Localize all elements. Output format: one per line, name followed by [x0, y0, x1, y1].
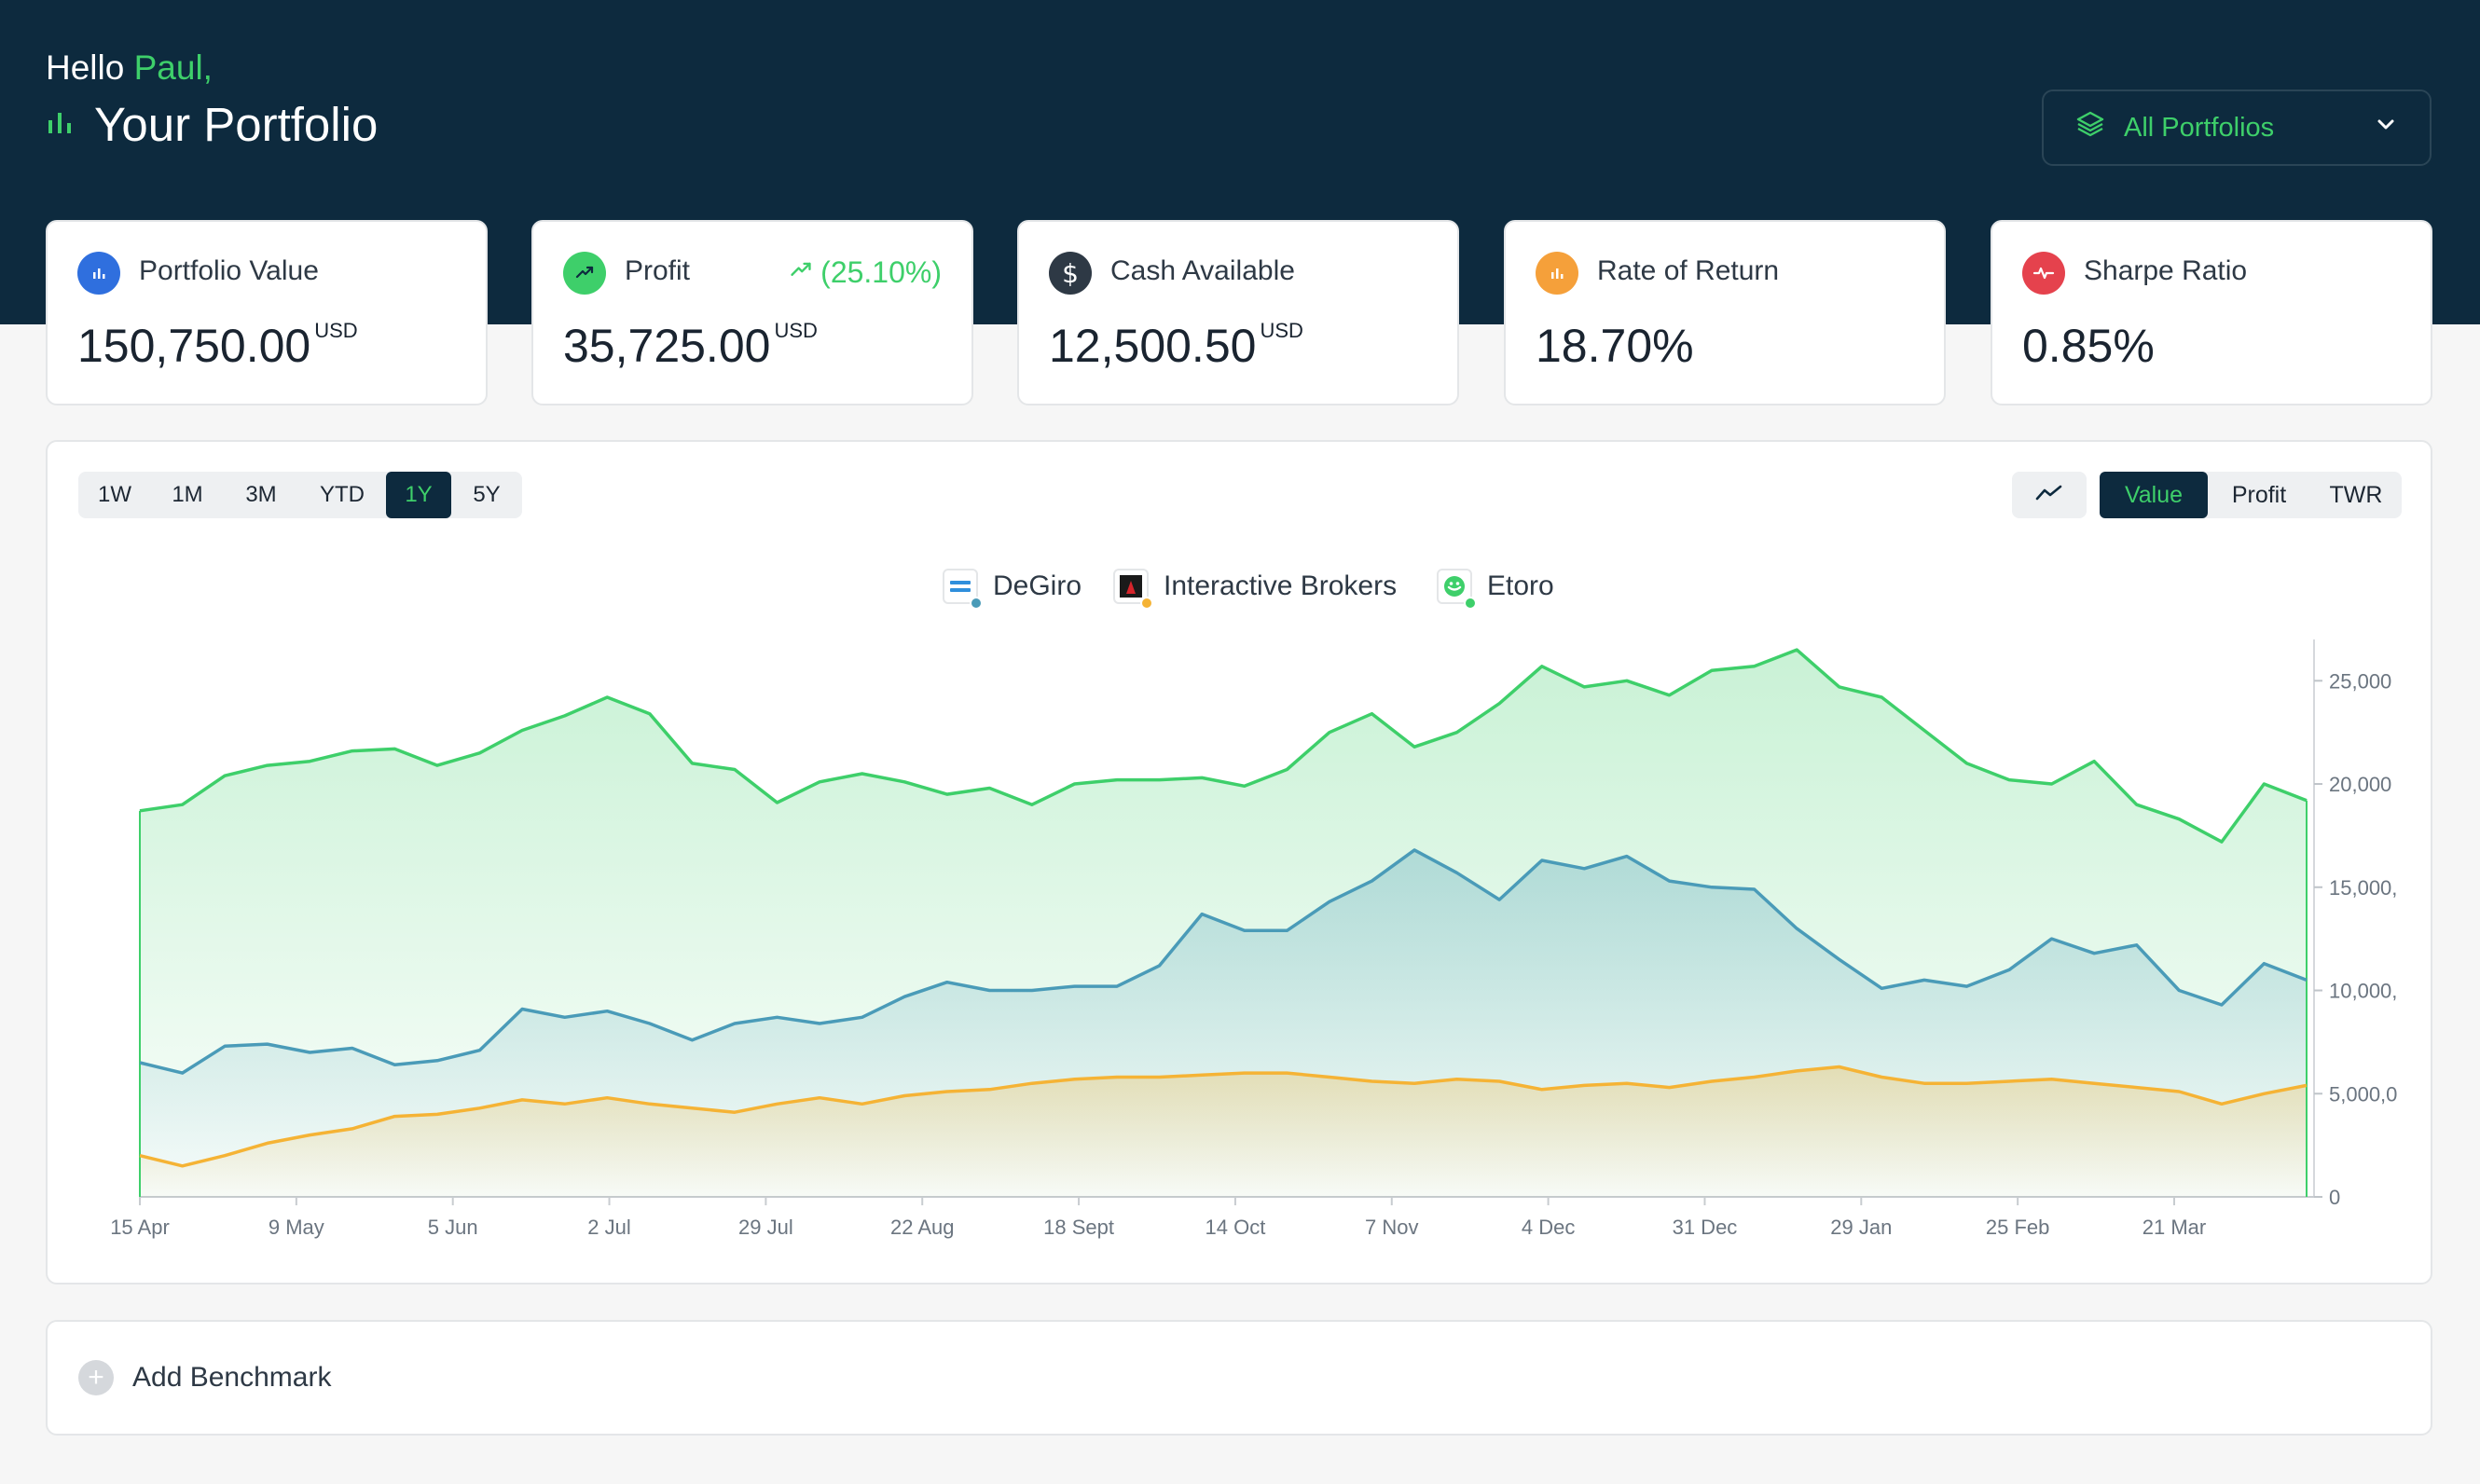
portfolio-chart-icon: [46, 108, 74, 141]
trend-up-icon: [563, 252, 606, 295]
y-tick-label: 20,000: [2329, 773, 2391, 796]
interactive-brokers-logo-icon: [1113, 569, 1153, 610]
portfolio-value-card: Portfolio Value 150,750.00 USD: [46, 220, 488, 405]
legend-label: Interactive Brokers: [1164, 570, 1398, 601]
chart-type-button[interactable]: [2012, 472, 2087, 518]
bar-chart-icon: [1536, 252, 1578, 295]
card-label: Rate of Return: [1597, 255, 1780, 286]
tab-twr[interactable]: TWR: [2329, 481, 2383, 508]
stat-cards: Portfolio Value 150,750.00 USD Profit (25…: [46, 220, 2432, 405]
legend-item-etoro[interactable]: Etoro: [1437, 563, 1554, 610]
card-unit: USD: [314, 319, 358, 342]
trend-up-small-icon: [789, 255, 813, 290]
page-title-row: Your Portfolio: [46, 97, 378, 152]
tab-1y[interactable]: 1Y: [386, 472, 451, 518]
legend-dot: [970, 597, 983, 610]
chart-panel: 1W 1M 3M YTD 1Y 5Y Value Profit TWR DeGi…: [46, 440, 2432, 1285]
sharpe-ratio-card: Sharpe Ratio 0.85%: [1991, 220, 2432, 405]
layers-icon: [2075, 109, 2105, 146]
tab-1m[interactable]: 1M: [172, 482, 203, 507]
tab-5y[interactable]: 5Y: [473, 482, 501, 507]
card-label: Cash Available: [1110, 255, 1295, 286]
card-value: 12,500.50 USD: [1049, 319, 1303, 373]
series-line-degiro[interactable]: [139, 848, 2308, 1075]
y-tick-label: 15,000,: [2329, 876, 2397, 900]
y-tick-label: 10,000,: [2329, 980, 2397, 1003]
card-value-number: 150,750.00: [77, 320, 311, 372]
tab-1w[interactable]: 1W: [98, 482, 131, 507]
cash-available-card: $ Cash Available 12,500.50 USD: [1017, 220, 1459, 405]
legend-item-interactive-brokers[interactable]: Interactive Brokers: [1113, 563, 1397, 610]
legend-dot: [1464, 597, 1477, 610]
card-value: 18.70%: [1536, 320, 1694, 372]
series-line-interactive-brokers[interactable]: [139, 1065, 2308, 1168]
portfolio-selector-label: All Portfolios: [2124, 112, 2275, 143]
metric-tabs: Value Profit TWR: [2100, 472, 2402, 518]
add-benchmark-label: Add Benchmark: [132, 1362, 332, 1393]
card-label: Sharpe Ratio: [2084, 255, 2248, 286]
tab-ytd[interactable]: YTD: [320, 482, 365, 507]
card-value-number: 12,500.50: [1049, 320, 1257, 372]
plus-icon: +: [78, 1360, 114, 1395]
legend-label: DeGiro: [993, 570, 1082, 601]
dollar-icon: $: [1049, 252, 1092, 295]
tab-profit[interactable]: Profit: [2231, 481, 2287, 508]
x-tick-label: 15 Apr: [110, 1216, 170, 1239]
bar-chart-icon: [77, 252, 120, 295]
x-tick-label: 4 Dec: [1522, 1216, 1575, 1239]
card-label: Portfolio Value: [139, 255, 319, 286]
series-area-interactive-brokers: [140, 1066, 2307, 1197]
legend-label: Etoro: [1487, 570, 1554, 601]
y-tick-label: 0: [2329, 1186, 2340, 1209]
etoro-logo-icon: [1437, 569, 1477, 610]
card-value: 150,750.00 USD: [77, 319, 358, 373]
rate-of-return-card: Rate of Return 18.70%: [1504, 220, 1946, 405]
y-tick-label: 5,000,0: [2329, 1082, 2397, 1106]
card-value: 0.85%: [2022, 320, 2155, 372]
x-tick-label: 14 Oct: [1206, 1216, 1266, 1239]
legend-item-degiro[interactable]: DeGiro: [943, 563, 1082, 610]
range-tabs: 1W 1M 3M YTD 1Y 5Y: [78, 472, 522, 518]
x-tick-label: 22 Aug: [890, 1216, 955, 1239]
add-benchmark-button[interactable]: + Add Benchmark: [46, 1320, 2432, 1436]
greeting: Hello Paul,: [46, 48, 213, 88]
card-value: 35,725.00 USD: [563, 319, 818, 373]
profit-delta: (25.10%): [789, 255, 942, 290]
profit-card: Profit (25.10%) 35,725.00 USD: [531, 220, 973, 405]
x-tick-label: 7 Nov: [1365, 1216, 1418, 1239]
card-label: Profit: [625, 255, 691, 286]
x-tick-label: 29 Jan: [1830, 1216, 1892, 1239]
x-tick-label: 25 Feb: [1986, 1216, 2050, 1239]
card-unit: USD: [774, 319, 818, 342]
x-tick-label: 18 Sept: [1043, 1216, 1114, 1239]
x-tick-label: 31 Dec: [1673, 1216, 1738, 1239]
greeting-prefix: Hello: [46, 48, 134, 87]
x-tick-label: 5 Jun: [428, 1216, 478, 1239]
series-line-etoro[interactable]: [139, 648, 2308, 844]
y-tick-label: 25,000: [2329, 669, 2391, 693]
chevron-down-icon: [2374, 112, 2398, 144]
x-tick-label: 29 Jul: [738, 1216, 793, 1239]
user-name: Paul,: [133, 48, 213, 87]
degiro-logo-icon: [943, 569, 983, 610]
chart-legend: DeGiro Interactive Brokers Etoro: [48, 563, 2431, 610]
pulse-icon: [2022, 252, 2065, 295]
tab-value[interactable]: Value: [2100, 472, 2208, 518]
card-value-number: 35,725.00: [563, 320, 771, 372]
tab-3m[interactable]: 3M: [245, 482, 277, 507]
legend-dot: [1140, 597, 1153, 610]
x-tick-label: 21 Mar: [2142, 1216, 2206, 1239]
x-tick-label: 2 Jul: [587, 1216, 630, 1239]
x-tick-label: 9 May: [269, 1216, 324, 1239]
card-unit: USD: [1260, 319, 1303, 342]
line-chart-icon: [2035, 484, 2063, 507]
page-title: Your Portfolio: [94, 98, 379, 151]
profit-delta-value: (25.10%): [820, 255, 942, 289]
portfolio-selector[interactable]: All Portfolios: [2042, 89, 2432, 166]
value-chart: 25,000 20,000 15,000, 10,000, 5,000,0 0 15 Apr…: [110, 639, 2397, 1239]
